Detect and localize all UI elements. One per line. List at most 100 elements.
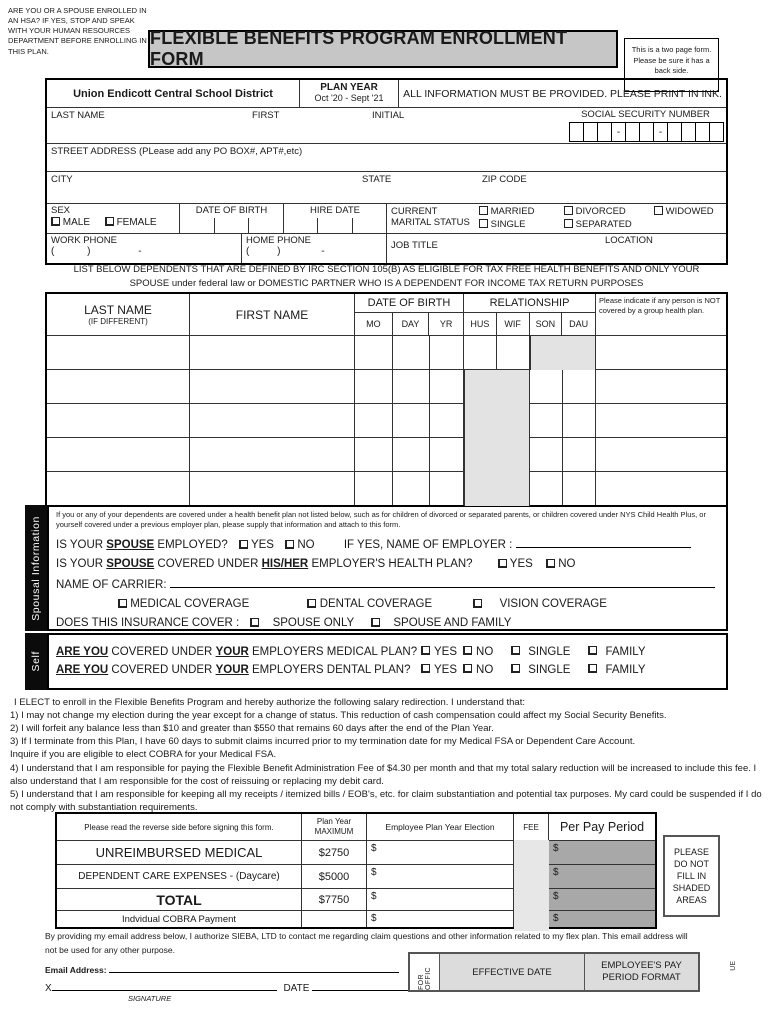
job-location-cell[interactable]: JOB TITLE LOCATION: [387, 234, 726, 263]
city-state-zip-row[interactable]: CITY STATE ZIP CODE: [47, 171, 726, 203]
dependent-mo-cell[interactable]: [355, 472, 393, 505]
dependent-note-cell[interactable]: [596, 336, 726, 369]
ssn-digit-box[interactable]: [625, 122, 640, 142]
election-amount-field[interactable]: $: [367, 865, 514, 888]
dependent-first-name-cell[interactable]: [190, 472, 355, 505]
dependent-note-cell[interactable]: [596, 370, 726, 403]
form-instructions: ALL INFORMATION MUST BE PROVIDED. PLEASE…: [403, 87, 722, 100]
dependent-last-name-cell[interactable]: [47, 336, 190, 369]
dependent-last-name-cell[interactable]: [47, 370, 190, 403]
work-phone-cell[interactable]: WORK PHONE ( ) -: [47, 234, 242, 263]
dependent-day-cell[interactable]: [393, 472, 430, 505]
street-address-row[interactable]: STREET ADDRESS (PLease add any PO BOX#, …: [47, 143, 726, 171]
dependent-last-name-cell[interactable]: [47, 404, 190, 437]
divorced-checkbox[interactable]: [564, 206, 573, 215]
spouse-only-checkbox[interactable]: [250, 617, 260, 627]
dependent-yr-cell[interactable]: [430, 336, 464, 369]
election-amount-field[interactable]: $: [367, 911, 514, 927]
separated-checkbox[interactable]: [564, 219, 573, 228]
dependent-day-cell[interactable]: [393, 438, 430, 471]
vision-coverage-checkbox[interactable]: [473, 598, 483, 608]
spouse-employed-no-checkbox[interactable]: [285, 539, 295, 549]
spouse-covered-yes-checkbox[interactable]: [497, 558, 507, 568]
ssn-digit-box[interactable]: [681, 122, 696, 142]
dependent-note-cell[interactable]: [596, 438, 726, 471]
dependent-first-name-cell[interactable]: [190, 370, 355, 403]
dependent-son-cell[interactable]: [530, 370, 563, 403]
row-max-value: $5000: [302, 865, 367, 888]
dependent-day-cell[interactable]: [393, 404, 430, 437]
home-phone-cell[interactable]: HOME PHONE ( ) -: [242, 234, 387, 263]
spouse-family-checkbox[interactable]: [371, 617, 381, 627]
dependent-mo-cell[interactable]: [355, 438, 393, 471]
self-medical-no-checkbox[interactable]: [463, 646, 473, 655]
dependent-yr-cell[interactable]: [430, 370, 464, 403]
dependent-son-cell[interactable]: [530, 404, 563, 437]
dependent-first-name-cell[interactable]: [190, 438, 355, 471]
dependent-last-name-cell[interactable]: [47, 438, 190, 471]
dependent-mo-cell[interactable]: [355, 404, 393, 437]
dependent-mo-cell[interactable]: [355, 336, 393, 369]
married-checkbox[interactable]: [479, 206, 488, 215]
dependent-dau-cell[interactable]: [563, 370, 596, 403]
single-checkbox[interactable]: [479, 219, 488, 228]
hire-date-cell[interactable]: HIRE DATE: [284, 204, 387, 233]
ssn-digit-box[interactable]: [695, 122, 710, 142]
dependent-son-cell[interactable]: [530, 438, 563, 471]
dependent-last-name-cell[interactable]: [47, 472, 190, 505]
date-of-birth-cell[interactable]: DATE OF BIRTH: [180, 204, 284, 233]
election-amount-field[interactable]: $: [367, 889, 514, 910]
dependent-day-cell[interactable]: [393, 336, 430, 369]
dependent-dau-cell[interactable]: [563, 438, 596, 471]
carrier-name-field[interactable]: [169, 577, 715, 588]
self-dental-yes-checkbox[interactable]: [421, 664, 430, 673]
employer-name-field[interactable]: [515, 537, 691, 548]
self-medical-family-checkbox[interactable]: [588, 646, 598, 655]
dependent-day-cell[interactable]: [393, 370, 430, 403]
self-dental-single-checkbox[interactable]: [511, 664, 521, 673]
dental-coverage-checkbox[interactable]: [307, 598, 317, 608]
dependent-first-name-cell[interactable]: [190, 336, 355, 369]
dependent-note-cell[interactable]: [596, 472, 726, 505]
dependent-yr-cell[interactable]: [430, 404, 464, 437]
dependent-first-name-cell[interactable]: [190, 404, 355, 437]
dependent-wif-cell[interactable]: [497, 336, 530, 369]
shaded-hus-wif-rows: [464, 370, 530, 506]
dependent-son-cell[interactable]: [530, 472, 563, 505]
married-label: MARRIED: [490, 206, 535, 217]
carrier-label: NAME OF CARRIER:: [56, 578, 167, 591]
female-checkbox[interactable]: [104, 217, 114, 226]
date-field[interactable]: [312, 980, 431, 991]
dependent-dau-cell[interactable]: [563, 472, 596, 505]
widowed-checkbox[interactable]: [654, 206, 663, 215]
election-amounts-table: Please read the reverse side before sign…: [55, 812, 657, 931]
medical-coverage-checkbox[interactable]: [118, 598, 127, 608]
dependent-mo-cell[interactable]: [355, 370, 393, 403]
dependent-note-cell[interactable]: [596, 404, 726, 437]
self-medical-single-checkbox[interactable]: [511, 646, 521, 655]
per-pay-period-cell: $: [549, 865, 655, 888]
dependent-yr-cell[interactable]: [430, 472, 464, 505]
male-checkbox[interactable]: [51, 217, 60, 226]
self-dental-no-checkbox[interactable]: [463, 664, 473, 673]
name-row[interactable]: LAST NAME FIRST INITIAL SOCIAL SECURITY …: [47, 107, 726, 143]
self-dental-family-checkbox[interactable]: [588, 664, 598, 673]
ssn-digit-box[interactable]: [709, 122, 724, 142]
dependent-hus-cell[interactable]: [464, 336, 497, 369]
row-label: Indvidual COBRA Payment: [57, 911, 302, 927]
dependent-yr-cell[interactable]: [430, 438, 464, 471]
ssn-digit-box[interactable]: [583, 122, 598, 142]
marital-col-2: DIVORCED SEPARATED: [564, 206, 654, 231]
dependents-intro: LIST BELOW DEPENDENTS THAT ARE DEFINED B…: [45, 263, 728, 291]
signature-field[interactable]: [51, 980, 277, 991]
dependent-dau-cell[interactable]: [563, 404, 596, 437]
self-medical-yes-checkbox[interactable]: [421, 646, 430, 655]
email-address-field[interactable]: [108, 962, 399, 973]
election-amount-field[interactable]: $: [367, 841, 514, 864]
ssn-digit-box[interactable]: [667, 122, 682, 142]
spouse-covered-no-checkbox[interactable]: [546, 558, 555, 568]
ssn-digit-box[interactable]: [569, 122, 584, 142]
spouse-employed-yes-checkbox[interactable]: [238, 539, 248, 549]
ssn-digit-box[interactable]: [597, 122, 612, 142]
ssn-digit-box[interactable]: [639, 122, 654, 142]
